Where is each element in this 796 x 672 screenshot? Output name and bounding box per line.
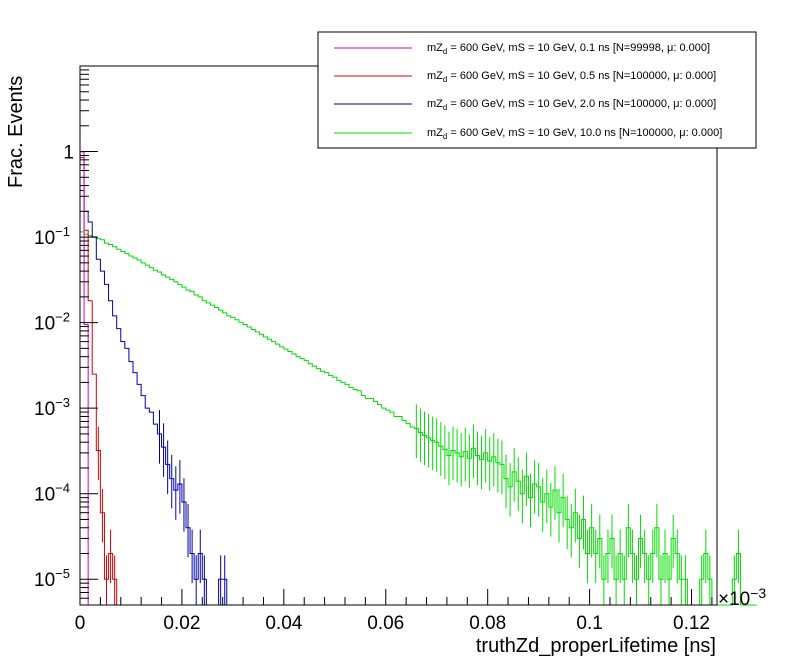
x-tick-label: 0.02 <box>163 613 200 634</box>
legend-entry-3: mZd = 600 GeV, mS = 10 GeV, 2.0 ns [N=10… <box>334 98 716 112</box>
y-tick-label: 10−1 <box>34 224 70 249</box>
x-tick-label: 0.12 <box>673 613 710 634</box>
svg-text:×10−3: ×10−3 <box>718 585 766 610</box>
y-tick-labels: 1 10−1 10−2 10−3 10−4 10−5 <box>34 143 74 592</box>
y-tick-label: 10−4 <box>34 481 70 506</box>
x-tick-label: 0 <box>75 613 86 634</box>
x-tick-label: 0.08 <box>469 613 506 634</box>
legend-entry-1: mZd = 600 GeV, mS = 10 GeV, 0.1 ns [N=99… <box>334 42 710 56</box>
x-tick-label: 0.04 <box>265 613 302 634</box>
legend-label: mZd = 600 GeV, mS = 10 GeV, 0.5 ns [N=10… <box>427 70 716 84</box>
x-scale-base: ×10 <box>718 589 750 610</box>
legend-label: mZd = 600 GeV, mS = 10 GeV, 2.0 ns [N=10… <box>427 98 716 112</box>
series-line-4 <box>79 231 757 606</box>
legend: mZd = 600 GeV, mS = 10 GeV, 0.1 ns [N=99… <box>317 31 757 149</box>
y-tick-label: 10−3 <box>34 395 70 420</box>
tick-layer <box>79 65 713 605</box>
series-layer <box>79 151 757 606</box>
y-tick-label: 10−5 <box>34 566 70 591</box>
x-scale-exponent: −3 <box>750 585 766 601</box>
legend-entry-2: mZd = 600 GeV, mS = 10 GeV, 0.5 ns [N=10… <box>334 70 716 84</box>
legend-entry-4: mZd = 600 GeV, mS = 10 GeV, 10.0 ns [N=1… <box>334 127 722 141</box>
legend-label: mZd = 600 GeV, mS = 10 GeV, 0.1 ns [N=99… <box>427 42 710 56</box>
x-tick-label: 0.1 <box>576 613 602 634</box>
legend-label: mZd = 600 GeV, mS = 10 GeV, 10.0 ns [N=1… <box>427 127 722 141</box>
y-tick-label: 10−2 <box>34 310 70 335</box>
x-axis-title: truthZd_properLifetime [ns] <box>476 635 716 657</box>
x-tick-label: 0.06 <box>367 613 404 634</box>
legend-box <box>317 31 757 149</box>
y-axis-title: Frac. Events <box>5 76 27 188</box>
y-tick-label: 1 <box>63 143 74 164</box>
x-tick-labels: 0 0.02 0.04 0.06 0.08 0.1 0.12 <box>75 613 710 634</box>
series-line-3 <box>79 190 231 606</box>
series-line-2 <box>79 157 121 606</box>
x-axis-scale-factor: ×10−3 <box>718 585 766 610</box>
